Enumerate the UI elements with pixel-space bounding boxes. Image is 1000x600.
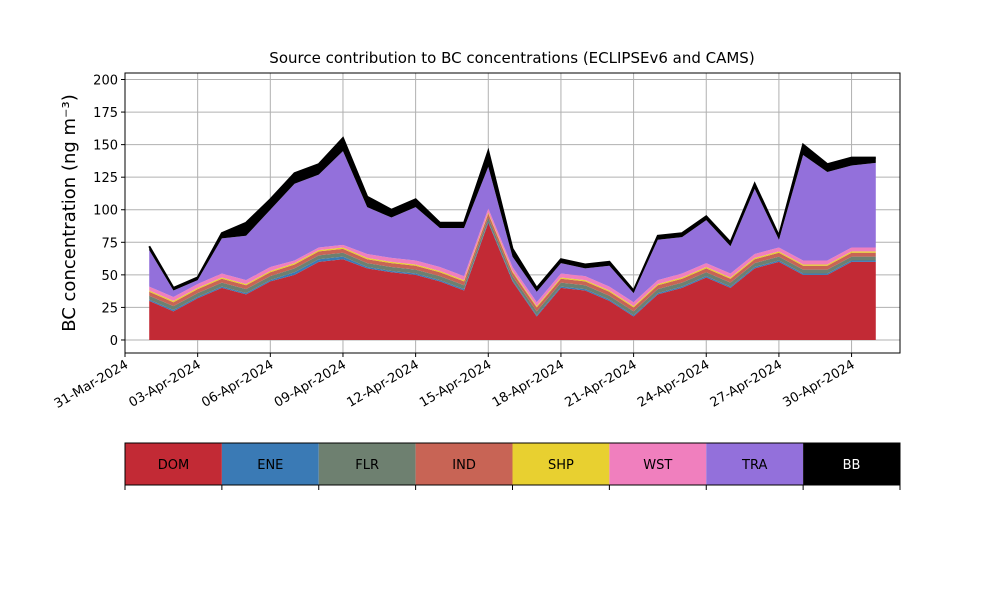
- legend-label: SHP: [548, 458, 574, 473]
- x-tick-label: 21-Apr-2024: [562, 357, 639, 410]
- legend-swatch: [803, 443, 900, 485]
- legend-frame: [124, 442, 901, 486]
- legend-swatch: [609, 443, 707, 485]
- y-axis-label: BC concentration (ng m⁻³): [59, 94, 80, 332]
- y-tick-label: 0: [110, 334, 118, 349]
- x-tick-label: 31-Mar-2024: [52, 357, 131, 411]
- legend-swatch: [221, 443, 319, 485]
- total-outline: [148, 136, 876, 293]
- x-tick-label: 09-Apr-2024: [272, 357, 349, 410]
- legend-label: WST: [643, 458, 672, 473]
- x-tick-label: 06-Apr-2024: [199, 357, 276, 410]
- legend-label: DOM: [158, 458, 189, 473]
- x-tick-label: 15-Apr-2024: [417, 357, 494, 410]
- legend-swatch: [125, 443, 222, 485]
- legend-swatch: [512, 443, 610, 485]
- chart-title: Source contribution to BC concentrations…: [269, 49, 754, 67]
- legend-label: IND: [452, 458, 476, 473]
- y-tick-label: 125: [93, 171, 118, 186]
- legend-label: ENE: [257, 458, 283, 473]
- y-tick-label: 25: [101, 301, 118, 316]
- y-tick-label: 150: [93, 139, 118, 154]
- legend-label: FLR: [355, 458, 379, 473]
- y-tick-label: 100: [93, 204, 118, 219]
- x-tick-label: 18-Apr-2024: [490, 357, 567, 410]
- x-tick-label: 12-Apr-2024: [345, 357, 422, 410]
- x-tick-label: 27-Apr-2024: [708, 357, 785, 410]
- area: [149, 151, 876, 303]
- x-tick-label: 24-Apr-2024: [635, 357, 712, 410]
- plot-frame: [124, 72, 901, 354]
- y-tick-label: 75: [101, 236, 118, 251]
- x-tick-label: 03-Apr-2024: [127, 357, 204, 410]
- legend-swatch: [706, 443, 804, 485]
- x-tick-label: 30-Apr-2024: [780, 357, 857, 410]
- y-tick-label: 175: [93, 106, 118, 121]
- legend-swatch: [415, 443, 513, 485]
- y-tick-label: 50: [101, 269, 118, 284]
- area: [149, 138, 876, 294]
- legend-label: TRA: [741, 458, 767, 473]
- y-tick-label: 200: [93, 74, 118, 89]
- legend-label: BB: [843, 458, 861, 473]
- legend-swatch: [318, 443, 416, 485]
